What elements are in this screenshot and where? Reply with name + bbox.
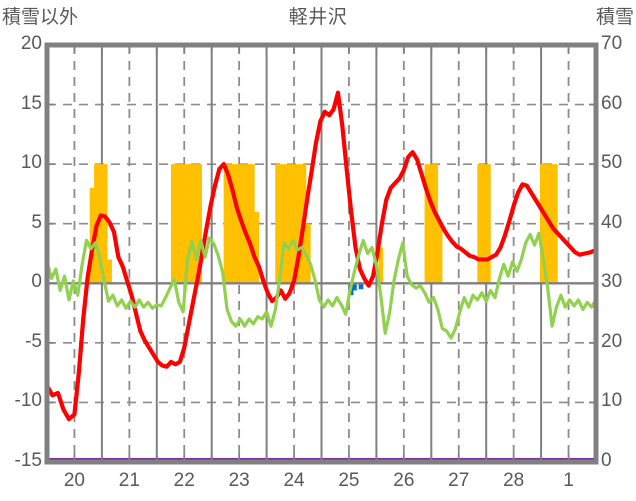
bar: [107, 259, 112, 284]
y-axis-tick-label: 0: [31, 271, 42, 293]
bar: [284, 164, 289, 284]
bar: [275, 164, 280, 284]
y2-axis-tick-label: 30: [601, 271, 623, 293]
y2-axis-tick-label: 50: [601, 152, 623, 174]
bar: [305, 223, 311, 284]
y2-axis-tick-label: 0: [601, 450, 612, 471]
bar: [288, 164, 294, 284]
bar: [378, 247, 384, 284]
bar: [424, 164, 430, 284]
bar: [197, 164, 202, 284]
bar: [249, 164, 255, 284]
x-axis-tick-label: 28: [503, 470, 525, 491]
bar: [481, 164, 487, 284]
bar: [232, 164, 238, 284]
x-axis-tick-label: 23: [228, 470, 250, 491]
y2-axis-tick-label: 70: [601, 33, 623, 54]
axis-ticks: [47, 45, 596, 462]
y2-axis-tick-label: 40: [601, 211, 623, 233]
line-series: [44, 90, 599, 422]
bar: [228, 164, 233, 284]
bar: [179, 164, 185, 284]
y2-axis-tick-label: 10: [601, 390, 623, 412]
bar: [292, 164, 298, 284]
y-axis-tick-label: 20: [20, 33, 42, 54]
y-axis-tick-label: -15: [14, 450, 42, 471]
bar: [254, 211, 260, 284]
line-series: [45, 231, 598, 340]
y-axis-tick-label: -10: [14, 390, 42, 412]
y-axis-tick-label: 15: [20, 92, 42, 114]
bar: [170, 164, 176, 284]
bar: [437, 223, 443, 284]
bar: [184, 164, 189, 284]
bar: [279, 164, 285, 284]
chart-title: 軽井沢: [288, 7, 348, 28]
x-axis-tick-label: 20: [63, 470, 85, 491]
bar: [98, 164, 104, 284]
left-axis-title: 積雪以外: [2, 7, 79, 28]
x-axis-tick-label: 1: [563, 470, 574, 491]
bar: [352, 283, 357, 291]
right-axis-title: 積雪: [595, 7, 634, 28]
x-axis-tick-label: 26: [393, 470, 415, 491]
bar: [486, 164, 491, 284]
bar: [102, 164, 108, 284]
bar: [175, 164, 180, 284]
y2-axis-tick-label: 20: [601, 330, 623, 352]
y-axis-tick-label: 5: [31, 211, 42, 233]
bar: [245, 164, 251, 284]
bar: [358, 283, 364, 290]
y-axis-tick-label: -5: [25, 330, 42, 352]
x-axis-tick-label: 22: [173, 470, 195, 491]
bar: [192, 164, 198, 284]
x-axis-tick-label: 24: [283, 470, 305, 491]
bar: [89, 187, 95, 284]
bar: [236, 164, 242, 284]
bar: [428, 164, 434, 284]
bar: [539, 164, 545, 284]
bar-series-layer: [89, 164, 558, 296]
bar: [477, 164, 482, 284]
x-axis-tick-label: 21: [118, 470, 140, 491]
y2-axis-tick-label: 60: [601, 92, 623, 114]
x-axis-tick-label: 25: [338, 470, 360, 491]
bar: [433, 164, 439, 284]
bar: [223, 164, 229, 284]
y-axis-tick-label: 10: [20, 152, 42, 174]
gridlines: [47, 45, 596, 462]
line-series-layer: [44, 90, 599, 422]
bar: [188, 164, 194, 284]
bar: [297, 164, 302, 284]
x-axis-tick-label: 27: [448, 470, 470, 491]
bar: [544, 164, 549, 284]
bar: [553, 164, 558, 284]
